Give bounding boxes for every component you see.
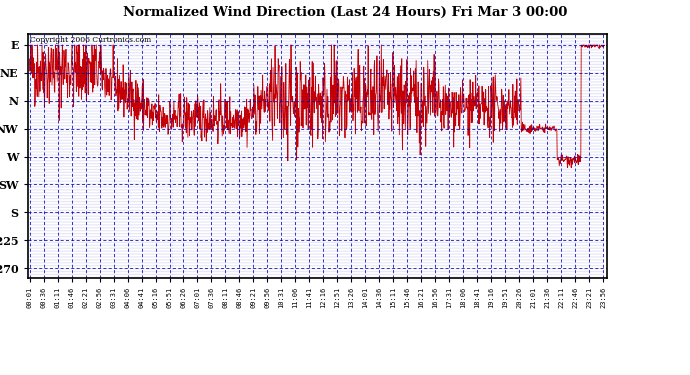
Text: Normalized Wind Direction (Last 24 Hours) Fri Mar 3 00:00: Normalized Wind Direction (Last 24 Hours…	[123, 6, 567, 19]
Text: Copyright 2006 Curtronics.com: Copyright 2006 Curtronics.com	[30, 36, 152, 44]
